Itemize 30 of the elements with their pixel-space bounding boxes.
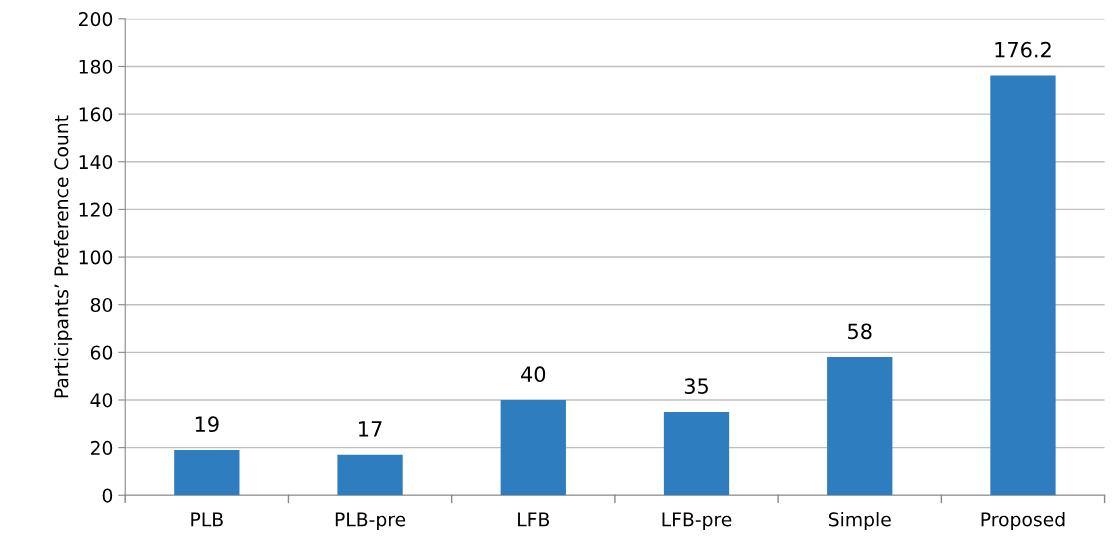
x-tick-label: Proposed <box>981 511 1065 531</box>
bar <box>990 75 1056 496</box>
y-tick-label: 80 <box>90 297 113 313</box>
bar <box>827 357 893 496</box>
bar <box>663 411 730 496</box>
y-tick-label: 100 <box>79 250 113 265</box>
x-tick-label: LFB-pre <box>662 512 732 531</box>
y-tick-label: 20 <box>90 440 113 456</box>
x-tick-label: PLB-pre <box>335 512 406 531</box>
bar <box>337 454 403 496</box>
data-label: 35 <box>684 378 708 394</box>
data-label: 19 <box>195 416 219 433</box>
data-label: 40 <box>521 366 546 383</box>
bar <box>174 450 240 496</box>
data-label: 17 <box>359 421 382 437</box>
bar <box>500 399 566 496</box>
y-tick-label: 60 <box>90 345 113 360</box>
y-tick-label: 180 <box>79 59 113 74</box>
data-label: 58 <box>848 323 872 340</box>
x-tick-label: LFB <box>518 512 550 527</box>
y-tick-label: 120 <box>79 202 113 217</box>
y-tick-label: 160 <box>79 107 113 122</box>
y-axis-title: Participants’ Preference Count <box>53 115 73 398</box>
data-label: 176.2 <box>995 41 1051 58</box>
x-tick-label: Simple <box>828 511 891 531</box>
y-tick-label: 140 <box>79 154 113 170</box>
x-tick-label: PLB <box>191 512 223 527</box>
y-tick-label: 200 <box>79 12 113 27</box>
y-tick-label: 0 <box>102 488 113 503</box>
y-tick-label: 40 <box>90 393 113 408</box>
